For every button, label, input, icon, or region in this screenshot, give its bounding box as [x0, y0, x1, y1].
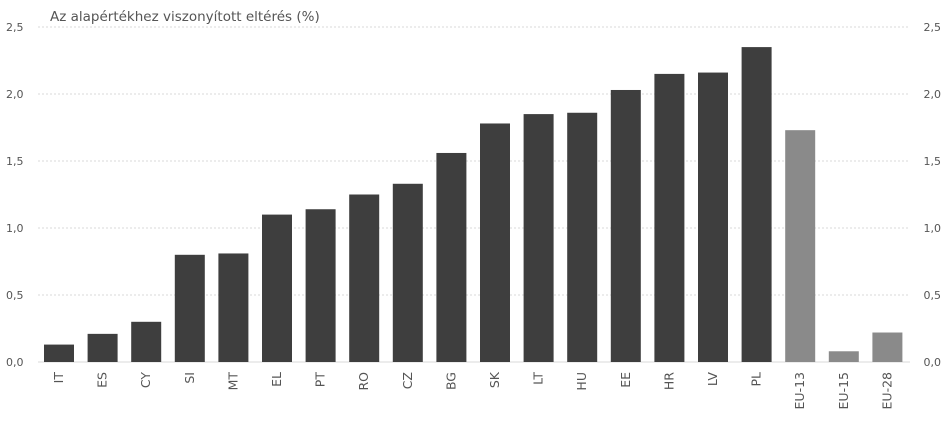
y-tick-label-left: 0,0 [6, 356, 24, 369]
x-tick-label: LV [705, 372, 720, 387]
bar-hr [654, 73, 685, 363]
x-tick-label: HR [661, 372, 676, 390]
bar-pt [305, 209, 336, 362]
x-tick-label: EE [618, 372, 633, 388]
grid-layer [38, 26, 910, 363]
y-tick-label-right: 0,0 [924, 356, 942, 369]
bar-es [87, 333, 118, 362]
bar-eu-13 [785, 130, 816, 362]
x-tick-label: PT [313, 372, 328, 388]
y-tick-label-right: 1,0 [924, 222, 942, 235]
x-tick-label: RO [356, 372, 371, 391]
x-tick-label: EU-28 [879, 372, 894, 410]
bar-si [174, 254, 205, 362]
chart-title: Az alapértékhez viszonyított eltérés (%) [50, 9, 320, 25]
bar-ee [610, 89, 641, 362]
y-tick-label-right: 1,5 [924, 155, 942, 168]
x-tick-label: PL [749, 372, 764, 387]
x-tick-label: HU [574, 372, 589, 391]
x-tick-label: BG [443, 372, 458, 390]
bar-it [44, 344, 74, 362]
x-tick-label: IT [51, 372, 66, 384]
bar-lv [698, 72, 728, 362]
x-tick-label: CZ [400, 372, 415, 389]
x-tick-label: EU-15 [836, 372, 851, 409]
x-tick-label: SK [487, 371, 502, 388]
bar-hu [567, 112, 598, 362]
x-tick-label: ES [95, 372, 110, 388]
bar-cy [131, 321, 162, 362]
bar-series [44, 47, 903, 363]
bar-ro [349, 194, 380, 362]
y-tick-label-right: 2,0 [924, 88, 942, 101]
bar-el [262, 214, 292, 362]
y-tick-label-left: 1,5 [6, 155, 24, 168]
bar-sk [480, 123, 510, 362]
y-tick-label-left: 1,0 [6, 222, 24, 235]
x-tick-label: EU-13 [792, 372, 807, 409]
bar-bg [436, 152, 467, 362]
x-tick-label: CY [138, 372, 153, 389]
y-axis-right: 0,0 0,5 1,0 1,5 2,0 2,5 [924, 21, 942, 369]
y-tick-label-left: 2,5 [6, 21, 24, 34]
bar-cz [392, 183, 423, 362]
x-axis: IT ES CY SI MT EL PT RO CZ BG SK LT HU EE HR LV PL EU-13 E… [51, 371, 894, 409]
x-tick-label: MT [225, 372, 240, 391]
x-tick-label: EL [269, 372, 284, 387]
y-tick-label-left: 0,5 [6, 289, 24, 302]
y-axis-left: 0,0 0,5 1,0 1,5 2,0 2,5 [6, 21, 24, 369]
y-tick-label-right: 2,5 [924, 21, 942, 34]
bar-pl [741, 47, 772, 362]
bar-eu-15 [828, 351, 859, 362]
y-tick-label-left: 2,0 [6, 88, 24, 101]
x-tick-label: SI [182, 372, 197, 384]
x-tick-label: LT [531, 372, 546, 385]
bar-mt [218, 253, 249, 362]
y-tick-label-right: 0,5 [924, 289, 942, 302]
bar-lt [523, 114, 554, 362]
bar-eu-28 [872, 332, 903, 362]
